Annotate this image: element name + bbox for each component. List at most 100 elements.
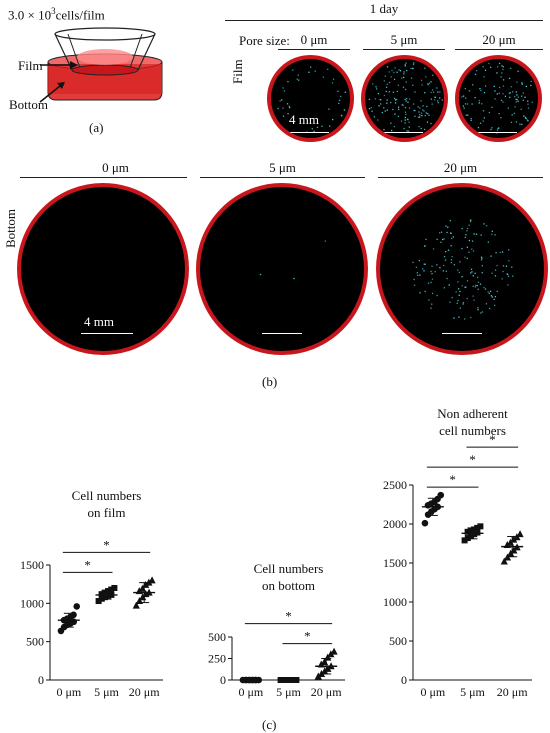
cell-dot xyxy=(496,129,499,131)
cell-dot xyxy=(476,284,478,287)
cell-dot xyxy=(386,99,388,101)
film-dish-5um xyxy=(361,55,448,142)
cell-dot xyxy=(331,118,334,121)
cell-dot xyxy=(405,62,407,64)
chart-title-line: Non adherent xyxy=(437,406,508,421)
cell-dot xyxy=(390,101,392,104)
cell-dot xyxy=(458,316,460,318)
cell-dot xyxy=(472,250,475,252)
cell-dot xyxy=(313,130,315,133)
x-tick-label: 0 μm xyxy=(238,685,263,699)
cell-dot xyxy=(407,101,409,103)
cell-dot xyxy=(488,292,490,294)
cell-dot xyxy=(404,111,407,113)
cell-dot xyxy=(394,67,396,69)
bottom-pore-20-rule xyxy=(378,177,543,178)
data-point xyxy=(500,557,508,565)
cell-dot xyxy=(283,90,286,92)
significance-star: * xyxy=(84,557,91,572)
cell-dot xyxy=(507,275,510,278)
cell-dot xyxy=(431,103,433,105)
cell-dot xyxy=(420,112,423,114)
chart-title-line: Cell numbers xyxy=(254,561,324,576)
cell-dot xyxy=(402,104,404,106)
cell-dot xyxy=(468,251,470,253)
data-point xyxy=(95,598,102,605)
y-tick-label: 0 xyxy=(220,673,226,687)
cell-dot xyxy=(461,247,463,250)
cell-dot xyxy=(436,294,438,297)
significance-star: * xyxy=(489,432,496,447)
cell-dot xyxy=(431,272,433,275)
cell-dot xyxy=(456,302,458,304)
y-tick-label: 500 xyxy=(26,635,44,649)
cell-dot xyxy=(471,248,473,250)
cell-dot xyxy=(457,281,459,283)
cell-dot xyxy=(280,99,283,101)
cell-dot xyxy=(341,115,343,117)
cell-dot xyxy=(464,256,466,258)
cell-dot xyxy=(485,303,488,305)
cell-dot xyxy=(508,77,511,80)
cell-dot xyxy=(488,62,490,65)
cell-dot xyxy=(491,296,494,298)
cell-dot xyxy=(393,71,395,74)
cell-dot xyxy=(417,116,420,118)
cell-dot xyxy=(385,86,388,88)
x-tick-label: 20 μm xyxy=(497,685,528,699)
cell-dot xyxy=(383,107,385,109)
cell-dot xyxy=(403,73,405,75)
data-point xyxy=(73,603,81,610)
cell-dot xyxy=(502,79,505,81)
cell-dot xyxy=(477,308,479,311)
cell-dot xyxy=(408,121,410,123)
cell-dot xyxy=(380,103,382,105)
cell-dot xyxy=(499,251,502,254)
cell-dot xyxy=(404,88,407,91)
cell-dot xyxy=(427,282,430,284)
cell-dot xyxy=(388,71,390,73)
cell-dot xyxy=(434,270,436,273)
cell-dot xyxy=(418,125,420,128)
cell-dot xyxy=(446,277,448,280)
cell-dot xyxy=(286,103,289,105)
cell-dot xyxy=(450,261,453,264)
cell-dot xyxy=(419,107,421,109)
cell-dot xyxy=(439,266,441,269)
cell-dot xyxy=(379,98,381,101)
data-point xyxy=(148,576,156,584)
cell-dot xyxy=(527,103,529,105)
cell-dot xyxy=(526,119,529,121)
cell-dot xyxy=(430,91,432,94)
bottom-scale-bar-5um xyxy=(262,333,302,334)
cell-dot xyxy=(314,70,316,72)
cell-dot xyxy=(403,127,405,130)
cell-dot xyxy=(502,68,504,71)
chart-2: Non adherent cell numbers 0 500 1000 1500 2000… xyxy=(383,406,532,699)
cell-dot xyxy=(523,115,525,117)
data-point xyxy=(467,528,474,535)
data-point xyxy=(314,672,322,680)
cell-dot xyxy=(502,101,504,103)
chart-0: Cell numbers on film 0 500 1000 1500 0 μm 5 μm 2… xyxy=(20,488,163,699)
data-point xyxy=(464,535,471,542)
cell-dot xyxy=(487,241,490,243)
cell-dot xyxy=(378,105,380,107)
cell-dot xyxy=(328,108,330,110)
cell-dot xyxy=(493,298,495,301)
cell-dot xyxy=(279,100,281,102)
cell-dot xyxy=(498,127,500,129)
cell-dot xyxy=(423,245,426,247)
pore-size-label: Pore size: xyxy=(239,33,290,48)
cell-dot xyxy=(490,295,493,297)
cell-dot xyxy=(491,233,493,236)
chart-title-line: on film xyxy=(88,505,126,520)
cell-dot xyxy=(418,259,420,262)
cell-dot xyxy=(397,84,399,86)
x-tick-label: 5 μm xyxy=(94,685,119,699)
cell-dot xyxy=(516,98,518,101)
data-point xyxy=(461,537,468,544)
cell-dot xyxy=(437,100,439,102)
data-point xyxy=(474,529,481,536)
cell-dot xyxy=(470,117,472,120)
